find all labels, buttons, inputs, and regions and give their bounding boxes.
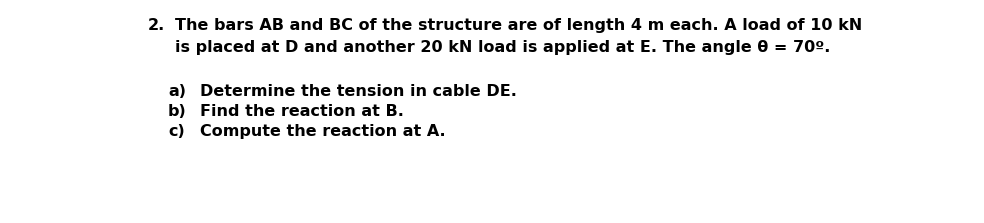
Text: a): a) (168, 84, 186, 99)
Text: c): c) (168, 124, 185, 139)
Text: The bars AB and BC of the structure are of length 4 m each. A load of 10 kN: The bars AB and BC of the structure are … (175, 18, 862, 33)
Text: Determine the tension in cable DE.: Determine the tension in cable DE. (200, 84, 517, 99)
Text: b): b) (168, 104, 187, 119)
Text: Compute the reaction at A.: Compute the reaction at A. (200, 124, 446, 139)
Text: is placed at D and another 20 kN load is applied at E. The angle θ = 70º.: is placed at D and another 20 kN load is… (175, 40, 830, 55)
Text: Find the reaction at B.: Find the reaction at B. (200, 104, 403, 119)
Text: 2.: 2. (148, 18, 165, 33)
